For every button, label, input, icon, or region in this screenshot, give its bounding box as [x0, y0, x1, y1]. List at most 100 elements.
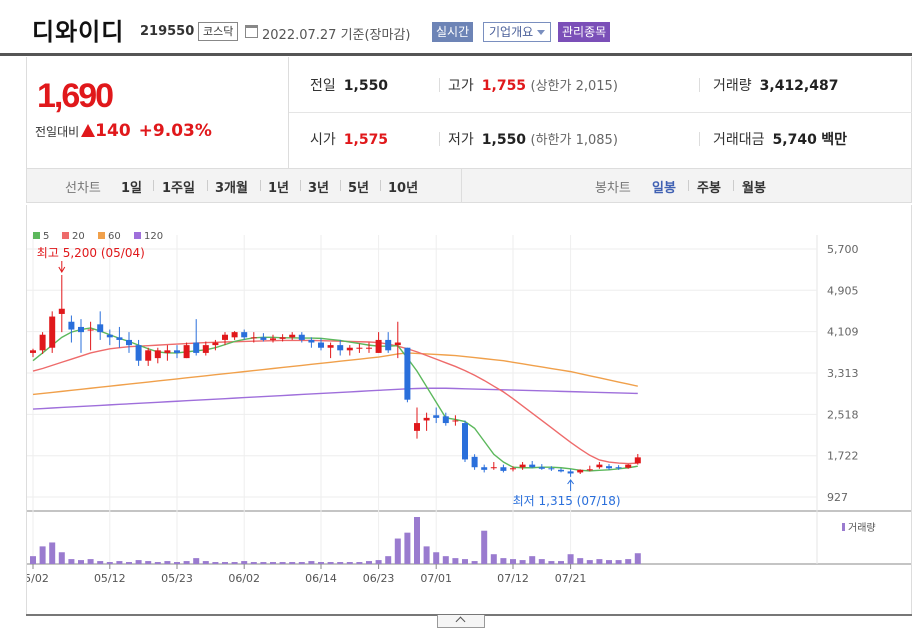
tab-group-divider	[461, 169, 462, 202]
volume-bar	[471, 561, 478, 564]
x-tick-label: 06/02	[228, 572, 260, 585]
ma20-line	[32, 339, 638, 465]
tab-5y[interactable]: 5년	[348, 181, 370, 196]
row-divider	[289, 112, 912, 113]
high-annotation: 최고 5,200 (05/04)	[37, 246, 145, 260]
separator	[207, 180, 208, 191]
candle-body	[462, 423, 468, 460]
separator	[439, 78, 440, 92]
stock-name: 디와이디	[32, 18, 125, 46]
y-tick-label: 2,518	[827, 408, 859, 421]
stock-chart[interactable]: 5,700 4,905 4,109 3,313 2,518 1,722 927 05/02 05…	[17, 205, 912, 615]
company-overview-button[interactable]: 기업개요	[483, 22, 552, 42]
volume-label: 거래량	[713, 78, 752, 94]
collapse-chart-button[interactable]	[437, 615, 485, 628]
y-tick-label: 5,700	[827, 243, 859, 256]
price-box: 1,690 전일대비 140 +9.03% 전일 1,550 고가 1,755 (상한가…	[26, 57, 912, 169]
volume-bar	[634, 553, 641, 564]
candle-body	[366, 347, 372, 349]
managed-stock-badge[interactable]: 관리종목	[558, 22, 611, 42]
candle-body	[250, 337, 257, 339]
volume-bar	[260, 562, 267, 564]
chevron-up-icon	[455, 616, 466, 627]
x-tick-label: 05/02	[27, 572, 49, 585]
candle-body	[375, 339, 382, 353]
change-label: 전일대비	[35, 125, 80, 139]
volume-bar	[538, 559, 545, 564]
realtime-button[interactable]: 실시간	[432, 22, 474, 42]
x-tick-label: 07/01	[420, 572, 452, 585]
candle-body	[433, 415, 440, 418]
volume-bar	[193, 558, 200, 564]
candle-body	[202, 345, 209, 353]
y-tick-label: 927	[827, 491, 848, 504]
amount-unit: 백만	[821, 132, 848, 148]
chart-svg[interactable]: 5,700 4,905 4,109 3,313 2,518 1,722 927 05/02 05…	[17, 205, 911, 615]
candle-body	[490, 467, 497, 469]
volume-bar	[481, 530, 488, 564]
volume-bar	[327, 562, 334, 564]
candle-body	[385, 339, 392, 351]
volume-bar	[289, 562, 296, 564]
volume-bar	[510, 559, 516, 564]
volume-bar	[241, 561, 248, 564]
candle-body	[231, 332, 238, 338]
market-tag: 코스닥	[198, 22, 239, 41]
volume-bar	[145, 561, 152, 564]
x-tick-label: 05/23	[161, 572, 193, 585]
candle-body	[289, 334, 296, 338]
candle-body	[414, 423, 420, 431]
candle-body	[394, 342, 401, 346]
tab-1y[interactable]: 1년	[268, 181, 290, 196]
price-summary: 1,690 전일대비 140 +9.03%	[27, 57, 289, 168]
volume-bar	[577, 558, 584, 564]
y-tick-label: 1,722	[827, 450, 859, 463]
candle-body	[586, 469, 593, 471]
candle-body	[481, 467, 488, 470]
candle-body	[193, 342, 200, 353]
candle-body	[126, 339, 132, 346]
tab-monthly[interactable]: 월봉	[742, 181, 766, 196]
stock-code: 219550	[140, 24, 195, 39]
y-tick-label: 4,109	[827, 326, 859, 339]
tab-3y[interactable]: 3년	[308, 181, 330, 196]
volume-bar	[222, 562, 228, 564]
volume-bar	[58, 552, 65, 564]
volume-bar	[500, 558, 507, 564]
separator	[300, 180, 301, 191]
candle-body	[625, 464, 632, 468]
legend-label: 5	[43, 231, 49, 242]
volume-bar	[385, 556, 392, 564]
volume-bar	[423, 546, 430, 564]
tab-1w[interactable]: 1주일	[162, 181, 195, 196]
low-annotation: 최저 1,315 (07/18)	[513, 494, 621, 508]
tab-1d[interactable]: 1일	[121, 181, 143, 196]
up-triangle-icon	[81, 124, 96, 137]
x-tick-label: 07/21	[555, 572, 587, 585]
candle-body	[106, 334, 113, 338]
candle-body	[442, 416, 449, 424]
tab-10y[interactable]: 10년	[388, 181, 419, 196]
volume-bar	[567, 554, 574, 564]
volume-value: 3,412,487	[759, 78, 839, 94]
tab-weekly[interactable]: 주봉	[697, 181, 721, 196]
candle-body	[135, 345, 142, 361]
candle-body	[529, 464, 536, 468]
volume-bar	[558, 561, 564, 564]
legend-label: 60	[108, 231, 121, 242]
volume-legend-swatch	[842, 523, 845, 531]
separator	[260, 180, 261, 191]
x-tick-label: 07/12	[497, 572, 529, 585]
high-value: 1,755	[481, 78, 527, 94]
volume-bar	[462, 559, 468, 564]
tab-3m[interactable]: 3개월	[215, 181, 248, 196]
amount-label: 거래대금	[713, 132, 765, 148]
y-tick-label: 4,905	[827, 284, 859, 297]
volume-bar	[375, 560, 382, 564]
candle-body	[538, 467, 545, 469]
tab-daily[interactable]: 일봉	[652, 181, 676, 196]
open-value: 1,575	[343, 132, 389, 148]
legend-label: 20	[72, 231, 85, 242]
open-label: 시가	[310, 132, 336, 148]
volume-bar	[174, 562, 180, 564]
